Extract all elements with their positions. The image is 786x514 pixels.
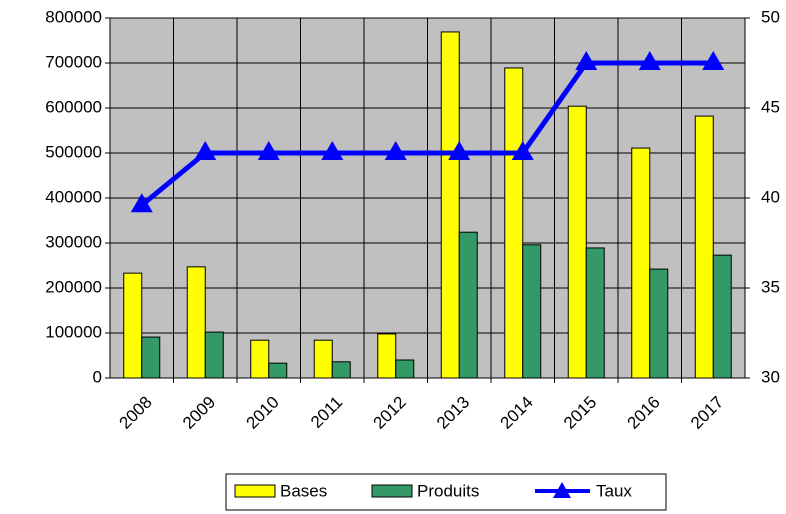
bar — [395, 359, 415, 379]
bar — [458, 231, 478, 379]
y-tick-label: 700000 — [45, 52, 102, 71]
marker — [448, 141, 471, 160]
y-tick-label: 600000 — [45, 97, 102, 116]
x-tick-label: 2010 — [243, 393, 283, 433]
x-tick-label: 2016 — [624, 393, 664, 433]
bar — [631, 147, 651, 379]
marker — [575, 51, 598, 70]
x-tick-label: 2017 — [687, 393, 727, 433]
x-tick-label: 2009 — [179, 393, 219, 433]
marker — [257, 141, 280, 160]
bar — [712, 254, 732, 379]
marker — [638, 51, 661, 70]
legend-swatch — [553, 482, 571, 498]
x-tick-label: 2011 — [307, 393, 346, 432]
x-tick-label: 2013 — [433, 393, 473, 433]
bar — [331, 361, 351, 379]
y2-tick-label: 30 — [761, 367, 780, 386]
x-tick-label: 2014 — [497, 393, 537, 433]
bar — [567, 105, 587, 379]
bar — [123, 272, 143, 379]
y-tick-label: 100000 — [45, 322, 102, 341]
y-tick-label: 500000 — [45, 142, 102, 161]
marker — [511, 141, 534, 160]
line — [140, 60, 714, 208]
marker — [194, 141, 217, 160]
y-tick-label: 300000 — [45, 232, 102, 251]
bar — [268, 362, 288, 379]
x-tick-label: 2015 — [560, 393, 600, 433]
bar — [649, 268, 669, 379]
bar — [504, 67, 524, 379]
marker — [130, 193, 153, 213]
marker — [321, 141, 344, 160]
legend-label: Bases — [280, 481, 327, 500]
y-tick-label: 400000 — [45, 187, 102, 206]
legend-swatch — [371, 484, 413, 498]
bar — [204, 331, 224, 379]
x-tick-label: 2008 — [116, 393, 156, 433]
legend-label: Taux — [596, 481, 632, 500]
bar — [440, 31, 460, 379]
y2-tick-label: 45 — [761, 97, 780, 116]
y2-tick-label: 35 — [761, 277, 780, 296]
marker — [702, 51, 725, 70]
x-tick-label: 2012 — [370, 393, 410, 433]
bar — [141, 336, 161, 379]
y-tick-label: 0 — [93, 367, 102, 386]
legend-swatch — [234, 484, 276, 498]
y-tick-label: 800000 — [45, 7, 102, 26]
y2-tick-label: 50 — [761, 7, 780, 26]
bar — [250, 339, 270, 379]
bar — [585, 247, 605, 379]
legend: Bases Produits Taux — [225, 473, 667, 511]
bar — [313, 339, 333, 379]
bar — [694, 115, 714, 379]
marker — [384, 141, 407, 160]
legend-box — [225, 473, 667, 511]
y2-tick-label: 40 — [761, 187, 780, 206]
y-tick-label: 200000 — [45, 277, 102, 296]
bar — [377, 333, 397, 379]
legend-label: Produits — [417, 481, 479, 500]
bar — [186, 266, 206, 379]
bar — [522, 244, 542, 379]
